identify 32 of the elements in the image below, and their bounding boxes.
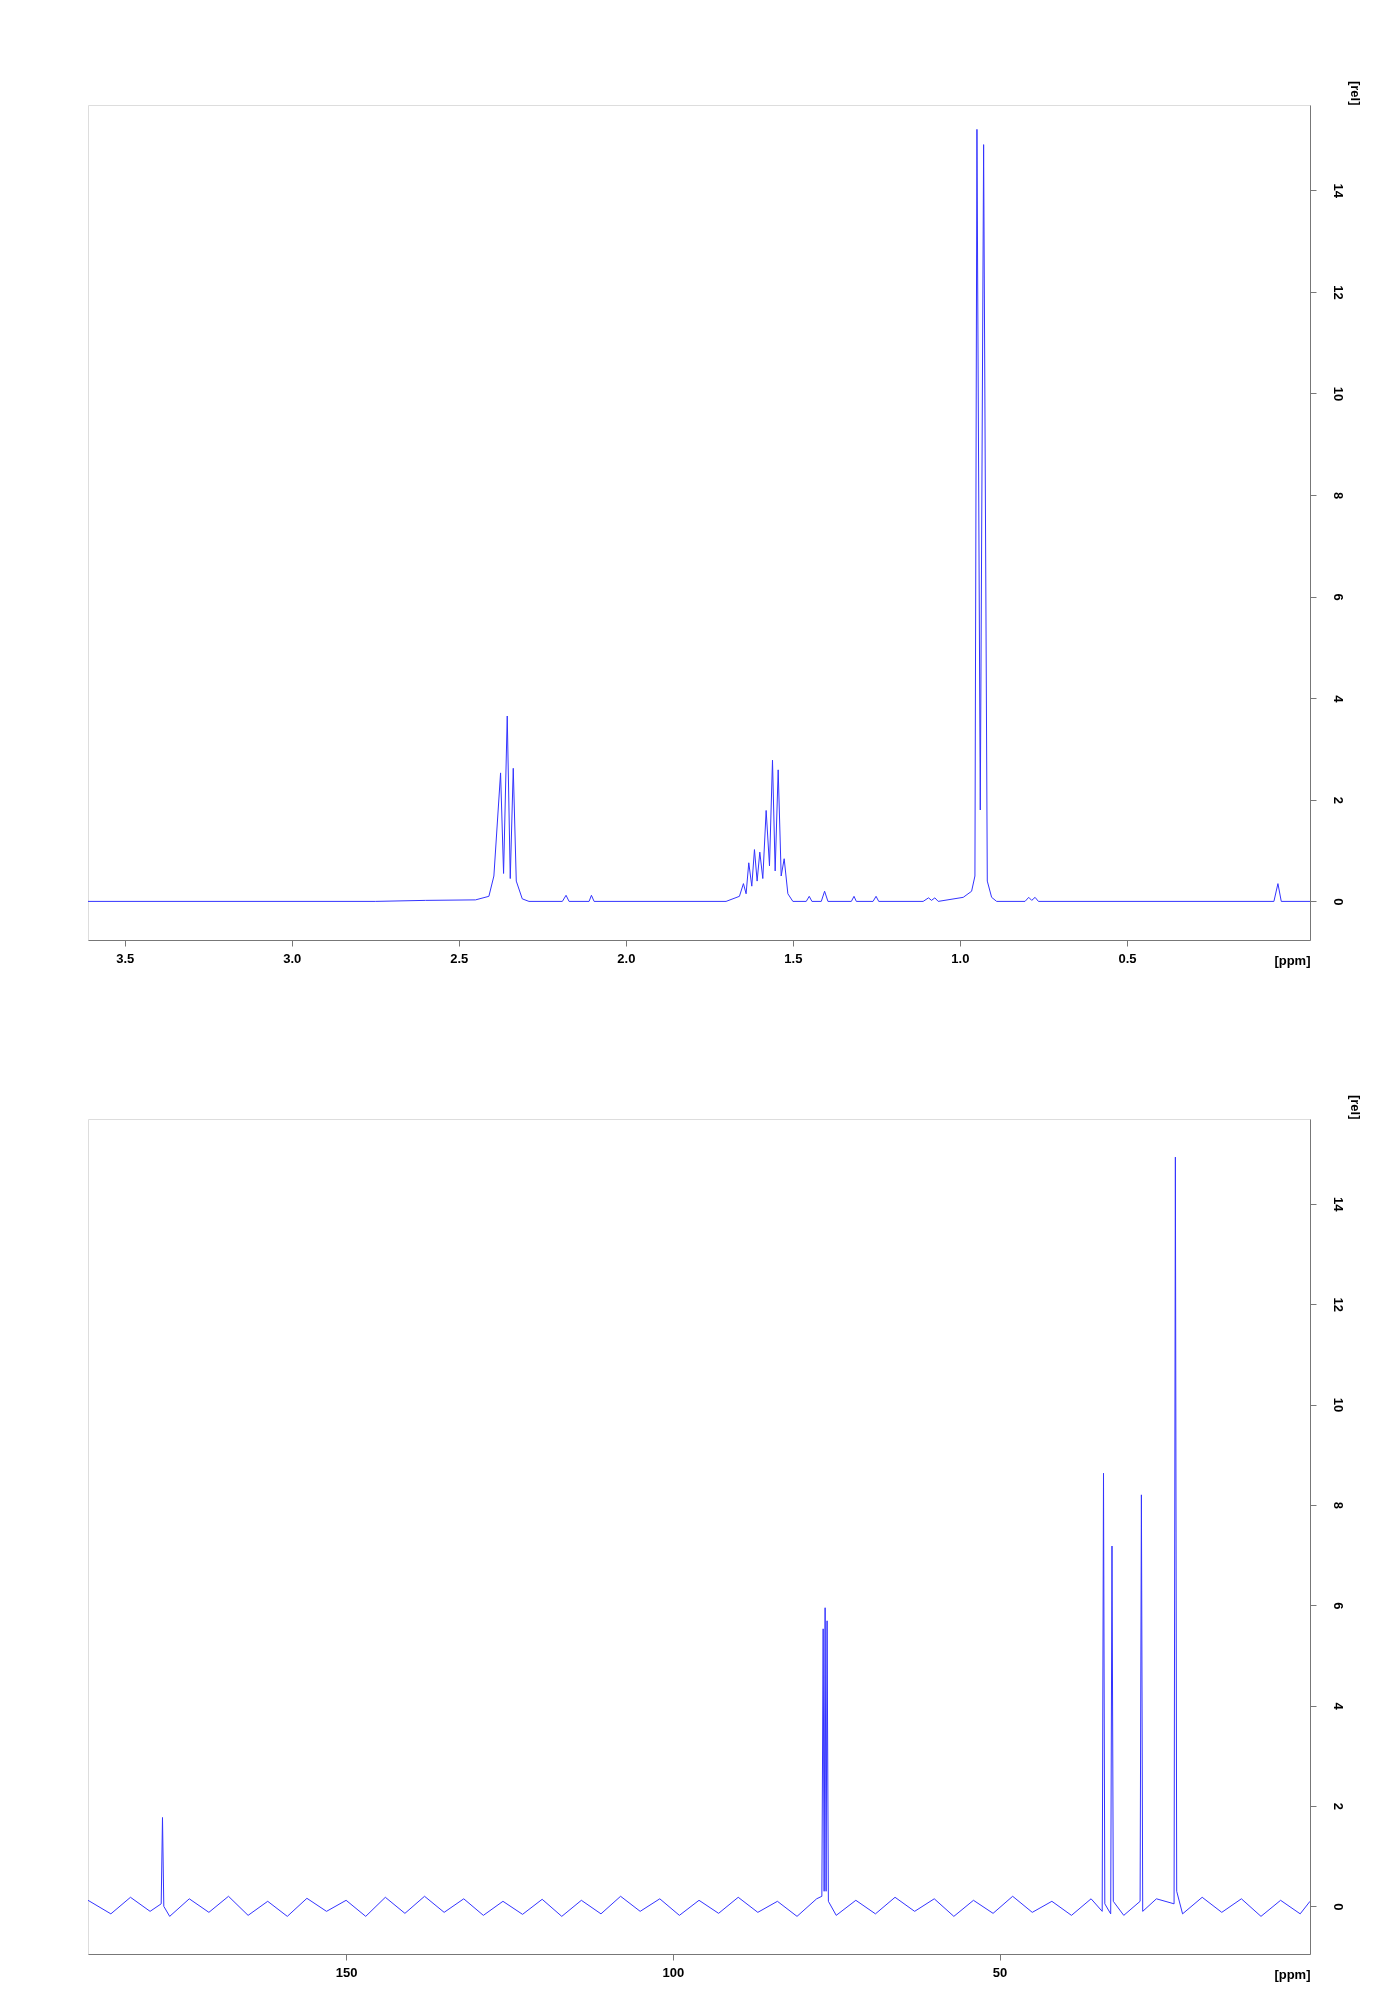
x-tick-label: 2.5 [450,950,469,966]
y-tick-label: 0 [1330,1903,1346,1911]
y-tick-label: 10 [1330,386,1346,402]
y-tick-label: 4 [1330,695,1346,704]
x-axis-title: [ppm] [1274,952,1311,968]
x-tick-label: 2.0 [617,950,636,966]
y-tick-label: 2 [1330,1802,1346,1811]
x-tick-label: 0.5 [1118,950,1137,966]
y-tick-label: 12 [1330,285,1346,300]
y-tick-label: 8 [1330,1501,1346,1509]
line-series [88,128,1310,902]
y-tick-label: 0 [1330,898,1346,906]
y-tick-label: 8 [1330,491,1346,500]
y-tick-label: 6 [1330,593,1346,601]
x-tick-label: 100 [662,1964,685,1980]
y-axis-title: [rel] [1347,1094,1363,1120]
y-tick-label: 12 [1330,1297,1346,1312]
line-series [88,1156,1310,1917]
x-tick-label: 50 [992,1964,1008,1980]
y-tick-label: 14 [1330,1197,1346,1213]
x-tick-label: 1.0 [951,950,970,966]
x-axis-title: [ppm] [1274,1966,1311,1982]
x-tick-label: 3.5 [116,950,135,966]
y-tick-label: 2 [1330,796,1346,804]
x-tick-label: 1.5 [784,950,803,966]
y-tick-label: 6 [1330,1602,1346,1610]
y-axis-title: [rel] [1347,80,1363,106]
y-tick-label: 4 [1330,1702,1346,1711]
x-tick-label: 3.0 [283,950,302,966]
y-tick-label: 10 [1330,1397,1346,1413]
y-tick-label: 14 [1330,183,1346,199]
x-tick-label: 150 [335,1964,358,1980]
